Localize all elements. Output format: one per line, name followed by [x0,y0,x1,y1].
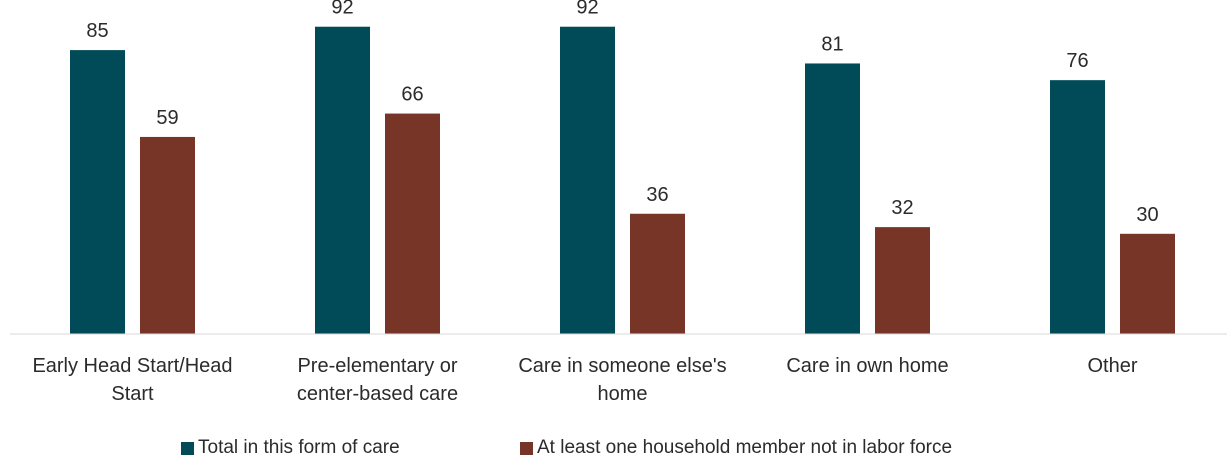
category-label-line: home [597,383,647,405]
bar-not-in-labor-force-2 [630,213,685,334]
data-label-not-in-labor-force-4: 30 [1136,204,1158,226]
bar-total-3 [805,63,860,335]
data-label-not-in-labor-force-2: 36 [646,184,668,206]
legend-swatch-not-in-labor-force [520,441,533,455]
legend-item-total: Total in this form of care [181,437,400,459]
legend-label-total: Total in this form of care [198,437,400,458]
bar-not-in-labor-force-3 [875,227,930,334]
category-label-2: Care in someone else's home [518,355,726,405]
category-label-line: center-based care [297,383,458,405]
bar-not-in-labor-force-4 [1120,233,1175,334]
category-label-line: Care in someone else's [518,355,726,377]
category-label-line: Start [111,383,154,405]
data-label-not-in-labor-force-1: 66 [401,84,423,106]
bar-total-4 [1050,80,1105,334]
category-label-line: Care in own home [786,355,948,377]
category-label-1: Pre-elementary or center-based care [297,355,458,405]
data-label-total-4: 76 [1066,50,1088,72]
bar-total-2 [560,26,615,334]
data-label-not-in-labor-force-3: 32 [891,197,913,219]
category-label-3: Care in own home [786,355,948,377]
category-label-4: Other [1087,355,1137,377]
legend-item-not-in-labor-force: At least one household member not in lab… [520,437,952,459]
category-label-line: Early Head Start/Head [32,355,232,377]
data-label-total-2: 92 [576,0,598,19]
data-label-not-in-labor-force-0: 59 [156,107,178,129]
bar-not-in-labor-force-0 [140,136,195,334]
legend: Total in this form of care At least one … [0,437,1227,459]
category-label-line: Other [1087,355,1137,377]
legend-swatch-total [181,441,194,455]
bar-chart: 85 59 92 66 92 36 81 32 76 30 Early Head Start/He… [10,0,1227,405]
category-label-0: Early Head Start/Head Start [32,355,232,405]
category-labels-group: Early Head Start/Head Start Pre-elementary… [32,355,1137,405]
data-label-total-3: 81 [821,33,843,55]
bars-group [70,26,1175,335]
data-label-total-1: 92 [331,0,353,19]
legend-label-not-in-labor-force: At least one household member not in lab… [537,437,953,458]
bar-total-0 [70,50,125,334]
data-label-total-0: 85 [86,20,108,42]
bar-total-1 [315,26,370,334]
data-labels-group: 85 59 92 66 92 36 81 32 76 30 [86,0,1158,226]
bar-not-in-labor-force-1 [385,113,440,334]
category-label-line: Pre-elementary or [297,355,457,377]
